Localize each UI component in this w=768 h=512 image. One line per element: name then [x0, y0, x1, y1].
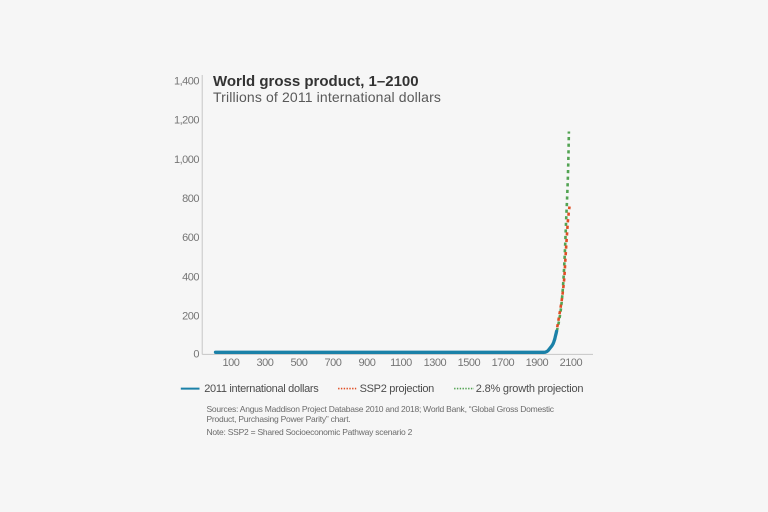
- svg-text:600: 600: [182, 232, 199, 244]
- svg-text:900: 900: [358, 357, 375, 369]
- svg-text:700: 700: [324, 357, 341, 369]
- svg-text:1100: 1100: [390, 357, 412, 369]
- svg-text:300: 300: [256, 357, 273, 369]
- svg-text:2100: 2100: [560, 357, 583, 369]
- svg-text:200: 200: [182, 311, 199, 323]
- svg-text:1700: 1700: [492, 357, 515, 369]
- svg-text:0: 0: [193, 349, 199, 361]
- svg-text:500: 500: [290, 357, 307, 369]
- svg-text:1,400: 1,400: [174, 76, 199, 88]
- svg-text:1,000: 1,000: [174, 154, 199, 166]
- svg-text:1,200: 1,200: [174, 115, 199, 127]
- svg-text:100: 100: [222, 357, 239, 369]
- svg-text:1300: 1300: [424, 357, 447, 369]
- svg-text:800: 800: [182, 193, 199, 205]
- svg-text:1500: 1500: [458, 357, 481, 369]
- svg-text:1900: 1900: [526, 357, 549, 369]
- svg-text:400: 400: [182, 271, 199, 283]
